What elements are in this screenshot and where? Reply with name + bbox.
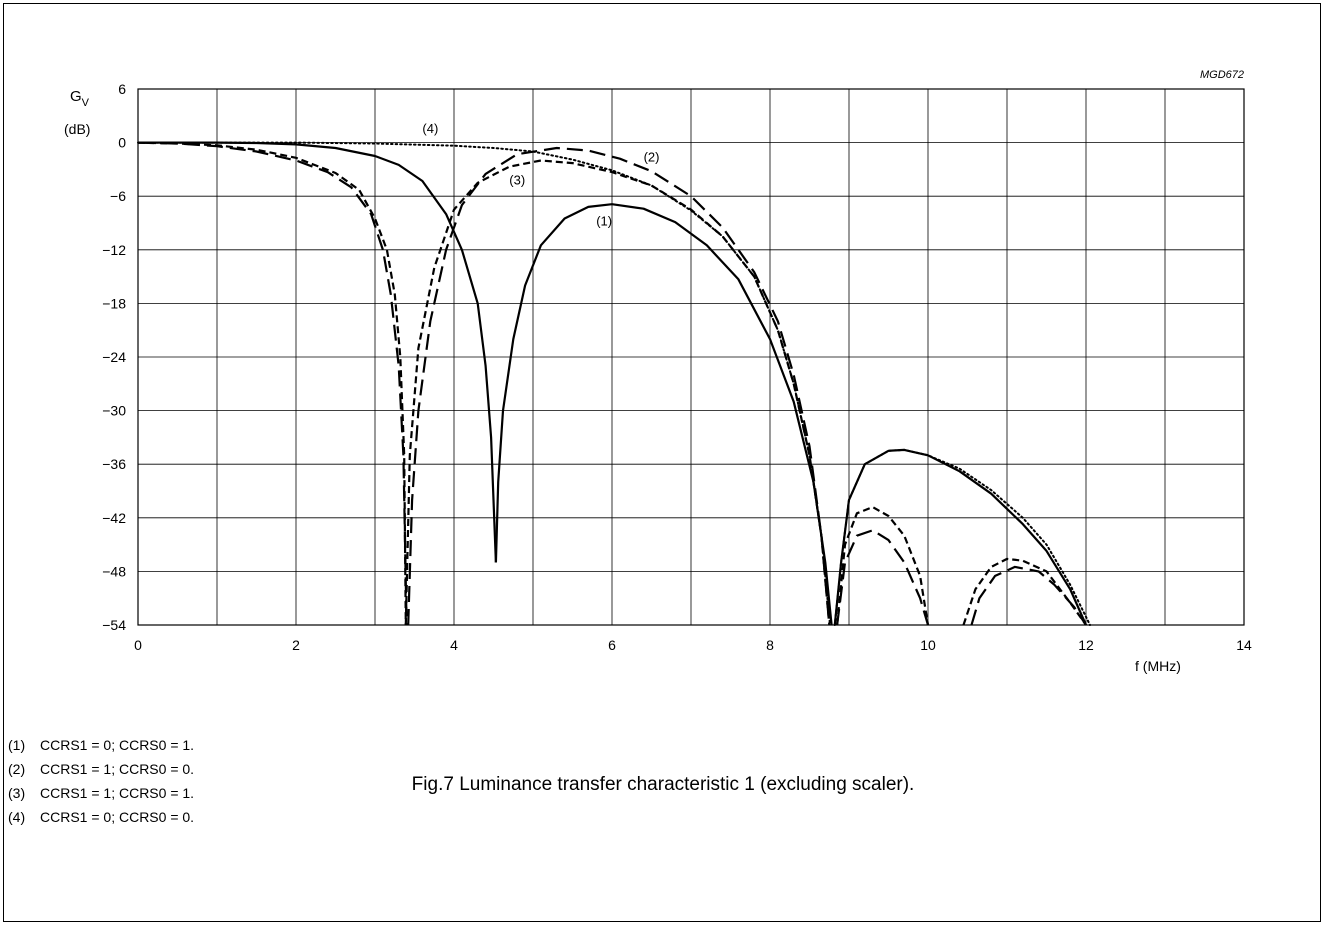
- x-tick-label: 10: [920, 637, 936, 653]
- tick-labels: 0 2 4 6 8 10 12 14 6 0 −6 −12 −18 −24 −30 −36 −42 −48 −54: [102, 81, 1252, 653]
- y-axis-unit: (dB): [64, 121, 90, 137]
- note-item: (4) CCRS1 = 0; CCRS0 = 0.: [8, 805, 194, 829]
- series-line: [970, 565, 1087, 626]
- series-line: [494, 203, 833, 626]
- note-item: (2) CCRS1 = 1; CCRS0 = 0.: [8, 757, 194, 781]
- y-tick-label: −48: [102, 563, 126, 579]
- y-tick-label: −24: [102, 349, 126, 365]
- grid: [137, 88, 1245, 626]
- note-number: (3): [8, 785, 26, 801]
- note-text: CCRS1 = 0; CCRS0 = 0.: [40, 809, 195, 825]
- x-tick-label: 8: [766, 637, 774, 653]
- y-tick-label: −12: [102, 242, 126, 258]
- series-label: (1): [596, 214, 612, 229]
- y-tick-label: −6: [110, 188, 126, 204]
- x-tick-label: 14: [1236, 637, 1252, 653]
- series-line: [833, 448, 1088, 626]
- series-line: [138, 141, 497, 563]
- y-axis-label: GV: [70, 88, 90, 109]
- series-label: (2): [644, 149, 660, 164]
- note-text: CCRS1 = 0; CCRS0 = 1.: [40, 737, 195, 753]
- figure-frame: [3, 3, 1321, 922]
- figure-caption: Fig.7 Luminance transfer characteristic …: [411, 774, 915, 795]
- plot-border: [137, 88, 1245, 626]
- figure-id: MGD672: [1200, 69, 1244, 81]
- x-tick-label: 2: [292, 637, 300, 653]
- series-layer: [137, 141, 1091, 626]
- note-item: (3) CCRS1 = 1; CCRS0 = 1.: [8, 781, 194, 805]
- series-line: [137, 141, 831, 626]
- note-number: (1): [8, 737, 26, 753]
- note-text: CCRS1 = 1; CCRS0 = 1.: [40, 785, 195, 801]
- x-tick-label: 6: [608, 637, 616, 653]
- note-text: CCRS1 = 1; CCRS0 = 0.: [40, 761, 195, 777]
- y-tick-label: 6: [118, 81, 126, 97]
- x-tick-label: 4: [450, 637, 458, 653]
- series-line: [137, 141, 408, 626]
- note-number: (4): [8, 809, 26, 825]
- series-label: (3): [509, 173, 525, 188]
- x-tick-label: 0: [134, 637, 142, 653]
- series-line: [962, 557, 1087, 626]
- series-line: [407, 146, 831, 626]
- note-item: (1) CCRS1 = 0; CCRS0 = 1.: [8, 733, 194, 757]
- y-tick-label: −18: [102, 295, 126, 311]
- x-tick-label: 12: [1078, 637, 1094, 653]
- y-tick-label: −42: [102, 510, 126, 526]
- y-tick-label: 0: [118, 135, 126, 151]
- series-line: [404, 159, 831, 626]
- x-axis-label: f (MHz): [1135, 658, 1181, 674]
- series-line: [836, 506, 930, 626]
- y-axis-label-sub: V: [82, 97, 90, 109]
- y-tick-label: −36: [102, 456, 126, 472]
- series-line: [836, 529, 930, 626]
- y-axis-label-main: G: [70, 88, 82, 105]
- y-tick-label: −30: [102, 403, 126, 419]
- y-tick-label: −54: [102, 617, 126, 633]
- series-label: (4): [422, 121, 438, 136]
- note-number: (2): [8, 761, 26, 777]
- series-line: [137, 141, 407, 626]
- notes-list: (1) CCRS1 = 0; CCRS0 = 1. (2) CCRS1 = 1;…: [8, 733, 194, 829]
- series-4: [137, 141, 1091, 626]
- series-line: [833, 448, 1091, 626]
- series-labels: (1) (2) (3) (4): [422, 121, 659, 229]
